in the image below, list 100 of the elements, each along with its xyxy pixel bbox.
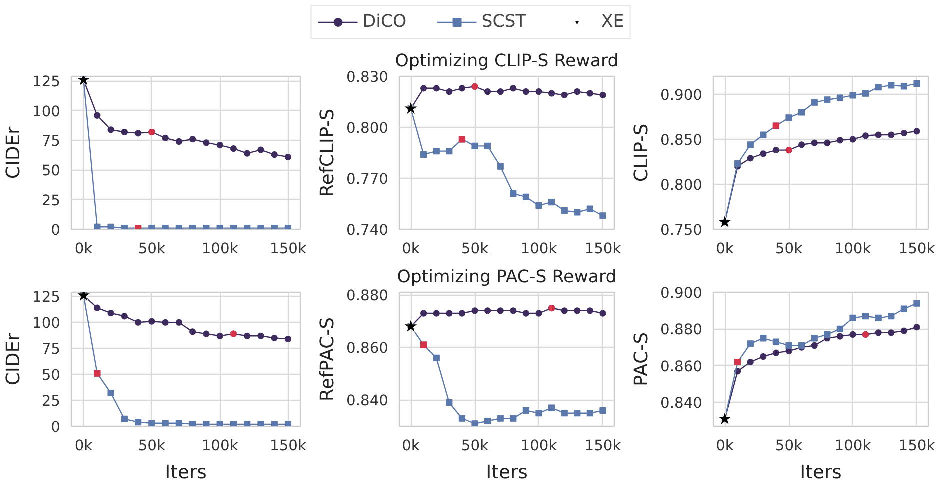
point — [914, 324, 920, 331]
point — [420, 85, 428, 92]
point — [850, 92, 856, 99]
chart-title: Optimizing PAC-S Reward — [397, 268, 617, 288]
point — [850, 136, 856, 143]
point — [433, 310, 440, 317]
point — [875, 330, 882, 336]
point — [798, 142, 806, 148]
y-tick-label: 0.880 — [346, 288, 389, 305]
point — [433, 148, 440, 155]
point — [600, 212, 606, 220]
y-tick-label: 0.800 — [660, 177, 703, 194]
x-tick-label: 150k — [898, 240, 936, 258]
point — [914, 300, 920, 307]
point — [203, 421, 210, 426]
y-tick-label: 100 — [32, 315, 61, 332]
point — [900, 328, 908, 334]
y-tick-label: 0 — [51, 419, 61, 436]
point — [108, 224, 114, 230]
y-tick-label: 50 — [42, 162, 61, 180]
x-tick-label: 150k — [270, 240, 307, 258]
y-tick-label: 125 — [32, 289, 61, 306]
point — [446, 310, 453, 317]
point — [900, 306, 908, 312]
point — [258, 146, 264, 154]
point — [134, 319, 142, 326]
point — [510, 415, 517, 422]
point — [836, 326, 844, 333]
point — [244, 421, 251, 426]
point — [510, 308, 517, 314]
y-tick-label: 0.750 — [660, 222, 703, 239]
point — [734, 160, 742, 168]
point — [258, 332, 264, 340]
point — [244, 332, 251, 340]
x-tick-label: 0k — [716, 240, 734, 258]
point — [162, 420, 169, 426]
point — [134, 130, 142, 137]
point — [216, 332, 224, 340]
x-axis-title: Iters — [165, 462, 207, 484]
point — [760, 353, 767, 360]
point — [875, 314, 882, 322]
point — [760, 335, 767, 342]
x-axis-title: Iters — [486, 462, 528, 484]
y-axis-title: RefCLIP-S — [318, 108, 339, 198]
y-tick-label: 25 — [42, 393, 61, 410]
point — [258, 421, 264, 426]
point — [108, 310, 114, 317]
point — [121, 313, 128, 320]
y-tick-label: 0.800 — [346, 120, 389, 137]
point — [446, 400, 453, 406]
point — [772, 147, 780, 154]
point — [747, 358, 754, 366]
y-axis-title: CIDEr — [4, 332, 25, 386]
point — [433, 354, 440, 362]
y-axis-title: RefPAC-S — [318, 317, 339, 402]
x-tick-label: 150k — [270, 438, 307, 454]
point — [404, 318, 418, 334]
point — [446, 88, 453, 96]
legend-label: DiCO — [362, 12, 407, 32]
x-tick-label: 100k — [834, 438, 872, 454]
point — [786, 342, 792, 350]
y-tick-label: 75 — [42, 133, 61, 150]
legend-label: XE — [601, 12, 624, 32]
point — [176, 420, 182, 426]
point — [484, 142, 492, 150]
point — [121, 416, 128, 423]
point — [862, 313, 870, 320]
point — [786, 114, 792, 122]
y-tick-label: 0.860 — [660, 358, 703, 376]
point — [850, 331, 856, 338]
point — [862, 132, 870, 140]
point — [162, 319, 169, 326]
point — [162, 134, 169, 142]
point — [148, 420, 156, 426]
point — [472, 420, 478, 426]
point — [718, 214, 732, 229]
point — [271, 421, 278, 426]
point — [836, 94, 844, 102]
x-tick-label: 100k — [834, 240, 872, 258]
point — [548, 90, 556, 97]
y-tick-label: 0.850 — [660, 132, 703, 149]
point — [510, 85, 517, 92]
point — [190, 421, 196, 426]
point — [484, 88, 492, 96]
point — [176, 319, 182, 326]
x-tick-label: 150k — [898, 438, 936, 454]
point — [811, 335, 818, 342]
point — [836, 333, 844, 340]
point — [522, 194, 530, 200]
x-tick-label: 150k — [584, 438, 622, 454]
point — [458, 310, 466, 317]
point — [497, 415, 504, 422]
point — [284, 154, 292, 160]
point — [760, 132, 767, 138]
point — [458, 415, 466, 422]
x-tick-label: 100k — [520, 438, 558, 454]
point — [850, 314, 856, 322]
point — [836, 137, 844, 144]
point — [284, 336, 292, 343]
point — [522, 310, 530, 317]
